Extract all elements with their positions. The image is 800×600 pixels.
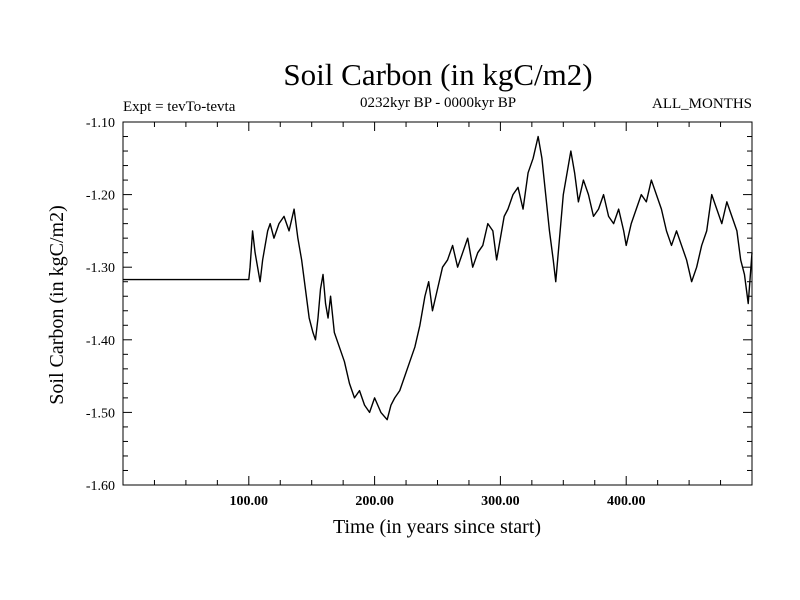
- chart-title: Soil Carbon (in kgC/m2): [283, 57, 592, 92]
- chart-subtitle: 0232kyr BP - 0000kyr BP: [360, 95, 516, 111]
- experiment-label: Expt = tevTo-tevta: [123, 99, 236, 115]
- y-tick-label: -1.30: [86, 261, 115, 276]
- plot-area: -1.60 -1.50 -1.40 -1.30 -1.20 -1.10 100.00 200…: [86, 116, 753, 509]
- x-tick-label: 100.00: [230, 494, 269, 509]
- y-tick-labels: -1.60 -1.50 -1.40 -1.30 -1.20 -1.10: [86, 116, 115, 494]
- x-tick-label: 400.00: [607, 494, 646, 509]
- x-tick-label: 300.00: [481, 494, 520, 509]
- y-tick-label: -1.60: [86, 479, 115, 494]
- y-tick-label: -1.50: [86, 406, 115, 421]
- y-tick-label: -1.10: [86, 116, 115, 131]
- months-label: ALL_MONTHS: [652, 96, 752, 112]
- axis-ticks: [123, 122, 752, 485]
- plot-frame: [122, 121, 753, 486]
- y-axis-label: Soil Carbon (in kgC/m2): [46, 205, 68, 404]
- series-line: [123, 135, 753, 421]
- y-tick-label: -1.20: [86, 189, 115, 204]
- x-tick-label: 200.00: [355, 494, 394, 509]
- y-tick-label: -1.40: [86, 334, 115, 349]
- x-tick-labels: 100.00 200.00 300.00 400.00: [230, 494, 646, 509]
- x-axis-label: Time (in years since start): [333, 516, 541, 538]
